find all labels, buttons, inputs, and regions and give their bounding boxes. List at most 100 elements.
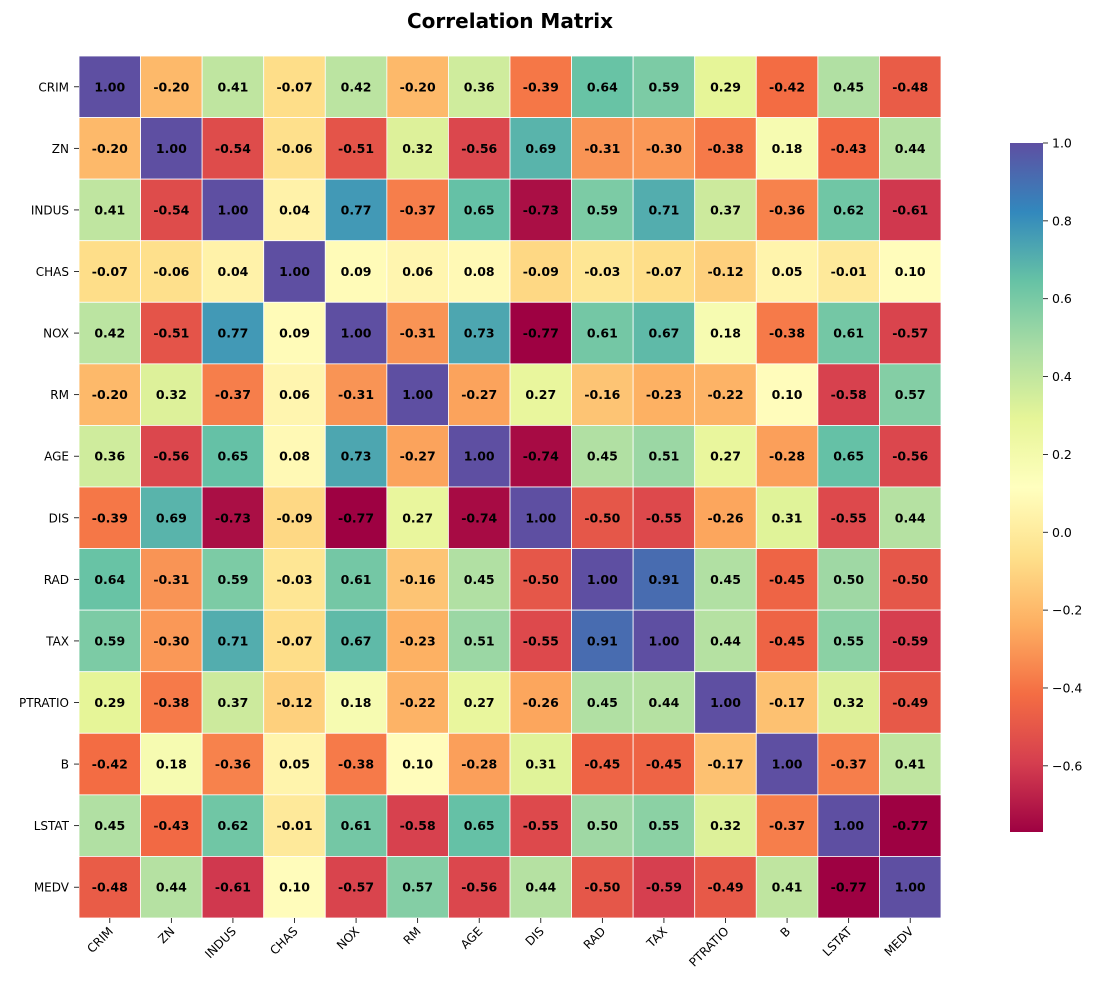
heatmap-cell (817, 301, 880, 365)
cell-value-label: -0.56 (461, 141, 497, 156)
heatmap-cell (755, 609, 819, 673)
cell-value-label: 0.62 (833, 202, 864, 217)
colorbar-tick-label: 0.2 (1052, 447, 1072, 462)
colorbar: 1.0 0.8 0.6 0.4 0.2 0.0 −0.2 −0.4 −0.6 (1010, 136, 1082, 832)
y-tick-label: CRIM (38, 80, 69, 94)
heatmap-cell (817, 117, 880, 180)
heatmap-cell (324, 856, 388, 919)
colorbar-tick-label: 1.0 (1052, 136, 1072, 151)
cell-value-label: 1.00 (895, 880, 926, 895)
heatmap-cell (448, 363, 511, 426)
heatmap-cell (879, 363, 942, 426)
heatmap-cell (694, 240, 757, 303)
heatmap-cell (755, 671, 819, 734)
heatmap-cell (201, 425, 265, 488)
heatmap-cell (755, 425, 819, 488)
heatmap-cell (879, 240, 942, 303)
heatmap-cell (571, 240, 634, 303)
cell-value-label: -0.61 (215, 880, 251, 895)
cell-value-label: -0.06 (276, 141, 312, 156)
cell-value-label: -0.28 (461, 757, 497, 772)
cell-value-label: 0.44 (525, 880, 556, 895)
cell-value-label: 0.04 (279, 202, 310, 217)
heatmap-cell (201, 671, 265, 734)
heatmap-cell (263, 117, 326, 180)
cell-value-label: -0.77 (831, 880, 867, 895)
cell-value-label: -0.42 (92, 757, 128, 772)
y-tick-label: DIS (49, 511, 69, 525)
heatmap-cell (140, 55, 203, 118)
cell-value-label: 0.91 (649, 572, 680, 587)
cell-value-label: 0.91 (587, 633, 618, 648)
y-axis: CRIM ZN INDUS CHAS NOX RM AGE DIS RAD TAX PTRATIO B… (19, 80, 79, 895)
cell-value-label: 0.32 (156, 387, 187, 402)
heatmap-cell (386, 486, 449, 549)
cell-value-label: -0.07 (276, 79, 312, 94)
heatmap-cell (509, 301, 572, 365)
cell-value-label: 0.44 (895, 510, 926, 525)
cell-value-label: 0.51 (649, 449, 680, 464)
cell-value-label: -0.54 (153, 202, 189, 217)
cell-value-label: 0.18 (772, 141, 803, 156)
cell-value-label: -0.48 (892, 79, 928, 94)
cell-value-label: 0.09 (279, 326, 310, 341)
cell-value-label: 0.10 (895, 264, 926, 279)
cell-value-label: 0.61 (587, 326, 618, 341)
heatmap-cell (694, 425, 757, 488)
cell-value-label: 0.59 (218, 572, 249, 587)
heatmap-cell (879, 425, 942, 488)
heatmap-cell (879, 55, 942, 118)
heatmap-cell (879, 301, 942, 365)
heatmap-cell (509, 609, 572, 673)
cell-value-label: 0.59 (587, 202, 618, 217)
cell-value-label: -0.37 (769, 818, 805, 833)
heatmap-cell (509, 671, 572, 734)
heatmap-cell (78, 548, 141, 611)
heatmap-cell (817, 363, 880, 426)
cell-value-label: 1.00 (156, 141, 187, 156)
y-tick-label: RM (50, 388, 69, 402)
cell-value-label: -0.77 (338, 510, 374, 525)
cell-value-label: 0.45 (464, 572, 495, 587)
heatmap-cell (263, 794, 326, 857)
cell-value-label: 0.04 (218, 264, 249, 279)
x-tick-label: AGE (458, 924, 485, 951)
cell-value-label: -0.50 (523, 572, 559, 587)
cell-value-label: -0.55 (646, 510, 682, 525)
cell-value-label: -0.38 (338, 757, 374, 772)
y-tick-label: PTRATIO (19, 696, 69, 710)
heatmap-cell (386, 856, 449, 919)
cell-value-label: 0.65 (464, 202, 495, 217)
cell-value-label: -0.51 (153, 326, 189, 341)
cell-value-label: -0.58 (400, 818, 436, 833)
cell-value-label: -0.26 (523, 695, 559, 710)
cell-value-label: -0.17 (707, 757, 743, 772)
cell-value-label: 1.00 (279, 264, 310, 279)
cell-value-label: 0.62 (218, 818, 249, 833)
cell-value-label: -0.27 (400, 449, 436, 464)
heatmap-cell (817, 425, 880, 488)
cell-value-label: -0.36 (215, 757, 251, 772)
heatmap-cell (571, 794, 634, 857)
cell-value-label: -0.45 (769, 572, 805, 587)
cell-value-label: 0.65 (464, 818, 495, 833)
heatmap-cell (571, 178, 634, 242)
heatmap-cell (879, 732, 942, 796)
heatmap-cell (817, 732, 880, 796)
cell-value-label: -0.50 (584, 880, 620, 895)
cell-value-label: -0.03 (584, 264, 620, 279)
heatmap-cell (386, 55, 449, 118)
heatmap-cell (509, 117, 572, 180)
cell-value-label: 0.64 (94, 572, 125, 587)
heatmap-cell (201, 363, 265, 426)
heatmap-cell (324, 609, 388, 673)
heatmap-cell (324, 671, 388, 734)
cell-value-label: -0.28 (769, 449, 805, 464)
cell-value-label: -0.09 (523, 264, 559, 279)
heatmap-cell (694, 671, 757, 734)
cell-value-label: 0.05 (772, 264, 803, 279)
heatmap-cell (632, 548, 696, 611)
colorbar-tick-label: 0.4 (1052, 369, 1072, 384)
heatmap-cell (879, 548, 942, 611)
cell-value-label: 0.71 (649, 202, 680, 217)
